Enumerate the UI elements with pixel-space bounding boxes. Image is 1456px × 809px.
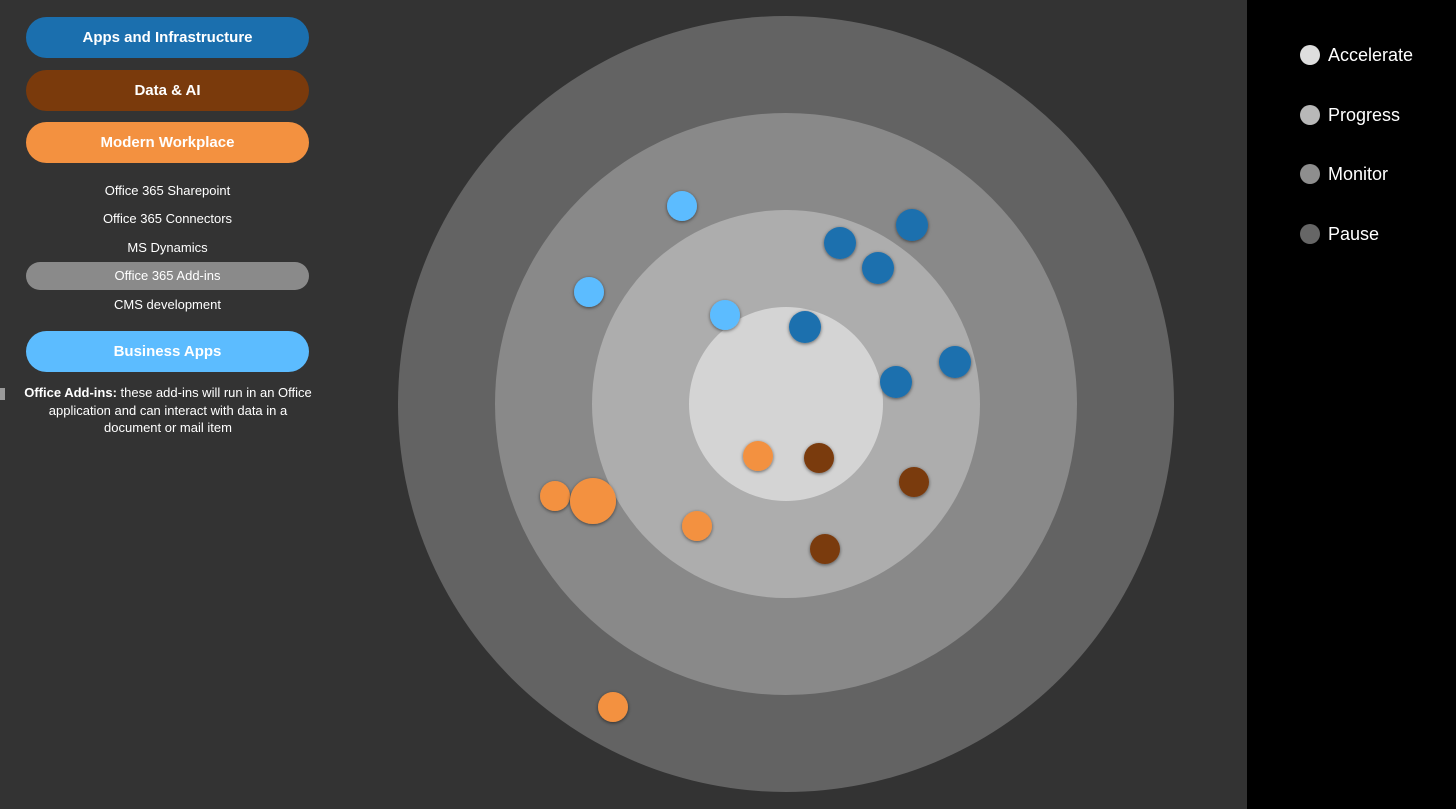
item-description: Office Add-ins: these add-ins will run i… bbox=[22, 384, 314, 437]
blip-apps-and-infrastructure[interactable] bbox=[824, 227, 856, 259]
legend-dot-accelerate bbox=[1300, 45, 1320, 65]
item-office-365-connectors[interactable]: Office 365 Connectors bbox=[102, 211, 233, 227]
legend-dot-pause bbox=[1300, 224, 1320, 244]
blip-apps-and-infrastructure[interactable] bbox=[862, 252, 894, 284]
item-ms-dynamics[interactable]: MS Dynamics bbox=[127, 239, 208, 255]
blip-modern-workplace[interactable] bbox=[598, 692, 628, 722]
legend-label-progress: Progress bbox=[1328, 104, 1401, 125]
blip-apps-and-infrastructure[interactable] bbox=[896, 209, 928, 241]
blip-modern-workplace-selected[interactable] bbox=[682, 511, 712, 541]
legend-item-monitor[interactable]: Monitor bbox=[1300, 163, 1388, 185]
category-apps-infrastructure-button[interactable]: Apps and Infrastructure bbox=[26, 17, 309, 58]
blip-data-ai[interactable] bbox=[810, 534, 840, 564]
legend-dot-monitor bbox=[1300, 164, 1320, 184]
blip-data-ai[interactable] bbox=[804, 443, 834, 473]
radar-chart bbox=[398, 16, 1174, 792]
blips-layer bbox=[540, 191, 971, 722]
blip-business-apps[interactable] bbox=[710, 300, 740, 330]
legend-label-monitor: Monitor bbox=[1328, 163, 1389, 184]
legend-item-progress[interactable]: Progress bbox=[1300, 104, 1400, 126]
blip-apps-and-infrastructure[interactable] bbox=[939, 346, 971, 378]
legend-label-pause: Pause bbox=[1328, 223, 1380, 244]
description-term: Office Add-ins: bbox=[24, 385, 117, 400]
ring-accelerate bbox=[689, 307, 883, 501]
item-office-365-sharepoint[interactable]: Office 365 Sharepoint bbox=[104, 182, 231, 198]
blip-modern-workplace[interactable] bbox=[540, 481, 570, 511]
modern-workplace-item-list: Office 365 Sharepoint Office 365 Connect… bbox=[26, 176, 309, 319]
description-text: these add-ins will run in an Office appl… bbox=[48, 385, 312, 435]
legend-item-pause[interactable]: Pause bbox=[1300, 223, 1379, 245]
blip-apps-and-infrastructure[interactable] bbox=[789, 311, 821, 343]
blip-modern-workplace[interactable] bbox=[570, 478, 616, 524]
legend-dot-progress bbox=[1300, 105, 1320, 125]
blip-business-apps[interactable] bbox=[667, 191, 697, 221]
blip-apps-and-infrastructure[interactable] bbox=[880, 366, 912, 398]
legend-panel: Accelerate Progress Monitor Pause bbox=[1247, 0, 1456, 809]
category-panel: Apps and Infrastructure Data & AI Modern… bbox=[0, 0, 340, 809]
left-edge-handle bbox=[0, 388, 5, 400]
category-modern-workplace-button[interactable]: Modern Workplace bbox=[26, 122, 309, 163]
legend-item-accelerate[interactable]: Accelerate bbox=[1300, 44, 1413, 66]
blip-modern-workplace[interactable] bbox=[743, 441, 773, 471]
item-cms-development[interactable]: CMS development bbox=[114, 296, 221, 312]
category-data-ai-button[interactable]: Data & AI bbox=[26, 70, 309, 111]
legend-label-accelerate: Accelerate bbox=[1328, 44, 1414, 65]
blip-data-ai[interactable] bbox=[899, 467, 929, 497]
blip-business-apps[interactable] bbox=[574, 277, 604, 307]
item-office-365-add-ins[interactable]: Office 365 Add-ins bbox=[26, 261, 309, 290]
category-business-apps-button[interactable]: Business Apps bbox=[26, 331, 309, 372]
